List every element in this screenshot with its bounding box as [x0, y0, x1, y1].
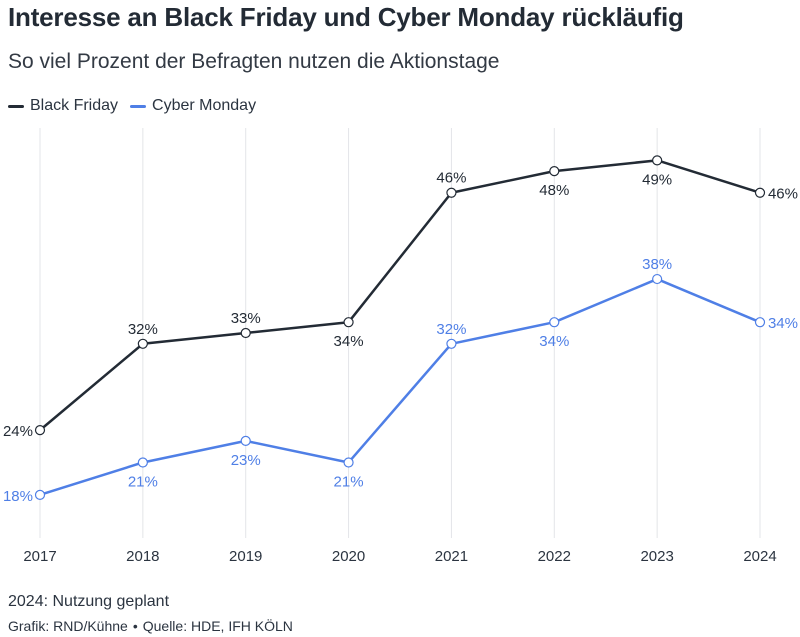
data-point-black-friday-2021	[446, 187, 457, 198]
data-label-cyber-monday-2023: 38%	[642, 256, 672, 273]
data-label-cyber-monday-2022: 34%	[539, 333, 569, 350]
data-point-black-friday-2018	[137, 338, 148, 349]
x-tick-label-2020: 2020	[332, 548, 365, 565]
legend-label-black-friday: Black Friday	[30, 97, 119, 114]
source-text: Quelle: HDE, IFH KÖLN	[142, 618, 293, 634]
x-tick-label-2018: 2018	[126, 548, 159, 565]
data-label-cyber-monday-2020: 21%	[334, 473, 364, 490]
source-credit: Grafik: RND/Kühne	[8, 618, 128, 634]
legend: Black Friday Cyber Monday	[8, 97, 268, 115]
data-label-cyber-monday-2021: 32%	[436, 321, 466, 338]
data-label-black-friday-2024: 46%	[768, 186, 798, 203]
data-point-black-friday-2019	[240, 327, 251, 339]
data-label-cyber-monday-2024: 34%	[768, 315, 798, 332]
data-label-cyber-monday-2018: 21%	[128, 473, 158, 490]
data-label-black-friday-2017: 24%	[3, 423, 33, 440]
data-label-black-friday-2021: 46%	[436, 170, 466, 187]
data-point-cyber-monday-2024	[754, 317, 766, 328]
x-tick-label-2022: 2022	[538, 548, 571, 565]
data-point-black-friday-2023	[652, 155, 663, 166]
legend-swatch-cyber-monday	[130, 104, 147, 108]
legend-label-cyber-monday: Cyber Monday	[152, 97, 257, 114]
x-tick-label-2021: 2021	[435, 548, 468, 565]
chart-source: Grafik: RND/Kühne • Quelle: HDE, IFH KÖLN	[8, 618, 293, 634]
data-label-cyber-monday-2017: 18%	[3, 488, 33, 505]
data-label-black-friday-2020: 34%	[334, 333, 364, 350]
data-point-black-friday-2017	[34, 425, 46, 436]
data-point-cyber-monday-2018	[137, 457, 148, 468]
chart-subtitle: So viel Prozent der Befragten nutzen die…	[8, 50, 500, 73]
data-point-cyber-monday-2023	[652, 273, 663, 285]
x-tick-label-2017: 2017	[23, 548, 56, 565]
chart-title: Interesse an Black Friday und Cyber Mond…	[8, 2, 684, 32]
data-point-black-friday-2020	[343, 317, 354, 328]
x-tick-label-2023: 2023	[640, 548, 673, 565]
data-label-black-friday-2022: 48%	[539, 182, 569, 199]
data-label-black-friday-2018: 32%	[128, 321, 158, 338]
source-separator: •	[132, 618, 138, 634]
data-label-cyber-monday-2019: 23%	[231, 452, 261, 469]
data-point-cyber-monday-2017	[34, 489, 46, 500]
data-point-cyber-monday-2021	[446, 338, 457, 349]
data-point-black-friday-2022	[549, 166, 560, 177]
data-point-cyber-monday-2022	[549, 317, 560, 328]
data-point-cyber-monday-2019	[240, 435, 251, 446]
series-line-cyber-monday	[38, 277, 762, 497]
chart-note: 2024: Nutzung geplant	[8, 593, 170, 610]
data-point-cyber-monday-2020	[343, 457, 354, 468]
data-label-black-friday-2019: 33%	[231, 310, 261, 327]
legend-item-cyber-monday: Cyber Monday	[130, 97, 256, 115]
x-tick-label-2024: 2024	[743, 548, 776, 565]
x-tick-label-2019: 2019	[229, 548, 262, 565]
legend-item-black-friday: Black Friday	[8, 97, 118, 115]
data-label-black-friday-2023: 49%	[642, 171, 672, 188]
legend-swatch-black-friday	[8, 104, 24, 108]
line-chart: 2017 2018 2019 2020 2021 2022 2023 2024 24% 32% 33…	[3, 128, 798, 565]
data-point-black-friday-2024	[754, 187, 766, 198]
series-line-black-friday	[38, 159, 762, 432]
